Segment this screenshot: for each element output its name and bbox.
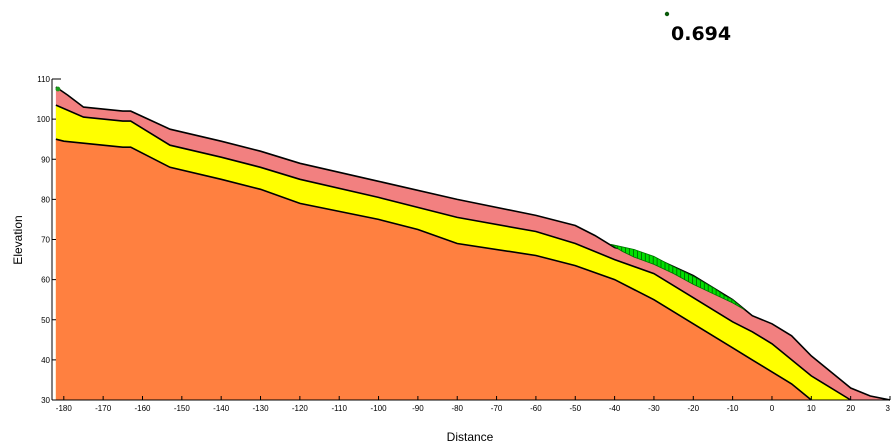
y-tick-label: 50 [41,316,50,325]
x-tick-label: -100 [371,404,388,413]
x-tick-label: -80 [451,404,463,413]
layer-boundary-1 [55,86,891,401]
soil-layer-3 [55,139,812,400]
x-tick-label: -150 [174,404,191,413]
x-tick-label: -50 [569,404,581,413]
slip-surface [610,243,745,311]
x-tick-label: -120 [292,404,309,413]
layer-boundary-2 [55,104,852,401]
x-tick-label: -30 [648,404,660,413]
slip-center-icon [664,11,670,17]
markers [55,86,61,92]
axes: -180 -170 -160 -150 -140 -130 -120 -110 -100 -90-… [37,75,891,413]
factor-of-safety-label: 0.694 [671,23,731,45]
x-tick-label: -20 [688,404,700,413]
x-tick-label: -40 [609,404,621,413]
y-tick-label: 100 [37,115,51,124]
x-tick-label: 20 [846,404,855,413]
y-tick-label: 110 [37,75,50,84]
point-marker [55,86,61,92]
y-tick-label: 30 [41,396,50,405]
y-tick-label: 40 [41,356,50,365]
y-tick-label: 70 [41,236,50,245]
y-tick-label: 90 [41,155,50,164]
slip-mass [610,243,745,311]
x-tick-label: -160 [134,404,151,413]
x-tick-label: -110 [331,404,347,413]
x-tick-label: -130 [253,404,270,413]
x-tick-label: -180 [56,404,73,413]
x-tick-label: -70 [491,404,503,413]
x-tick-label: -140 [213,404,230,413]
x-tick-label: -10 [727,404,739,413]
x-tick-label: -90 [412,404,424,413]
x-tick-label: 10 [807,404,816,413]
x-tick-label: -60 [530,404,542,413]
soil-layers [55,86,891,401]
x-tick-label: -170 [95,404,112,413]
y-tick-label: 80 [41,195,50,204]
y-tick-label: 60 [41,276,50,285]
x-tick-label: 0 [770,404,775,413]
layer-boundary-3 [55,138,812,401]
y-axis-title: Elevation [11,215,25,264]
x-tick-label: 3 [886,404,891,413]
x-axis-title: Distance [447,430,494,443]
